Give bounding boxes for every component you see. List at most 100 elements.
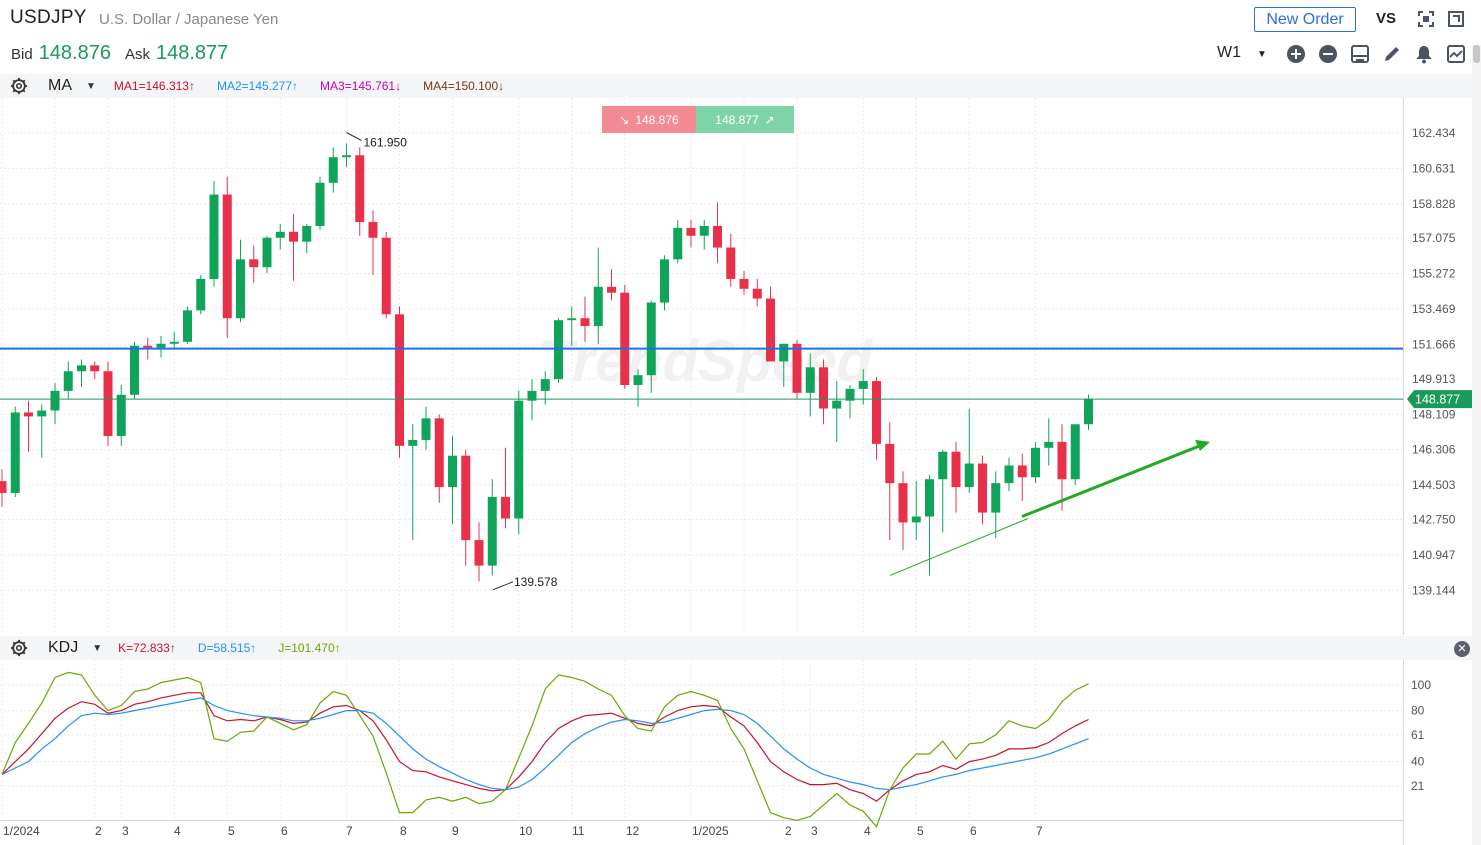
candle <box>355 147 365 236</box>
candle-body <box>183 310 192 342</box>
candle <box>699 220 709 250</box>
sell-price-badge[interactable]: ↘ 148.876 <box>602 106 696 133</box>
ma-indicator-name[interactable]: MA <box>48 77 72 94</box>
new-order-button[interactable]: New Order <box>1254 7 1356 32</box>
candle-body <box>130 345 139 395</box>
scrollbar[interactable] <box>1472 45 1481 845</box>
kdj-chart[interactable]: 100 80 61 40 21 1/2024 2 3 4 5 6 7 8 9 10 11 12 1/2025 2 3 4… <box>0 660 1472 845</box>
time-axis-tick: 2 <box>785 824 792 838</box>
time-axis-tick: 12 <box>626 824 640 838</box>
zoom-out-icon[interactable] <box>1318 44 1338 64</box>
candle-body <box>858 381 868 389</box>
pair-description: U.S. Dollar / Japanese Yen <box>99 11 279 28</box>
candle-body <box>63 371 73 391</box>
candle-body <box>0 481 7 493</box>
candles <box>0 143 1093 582</box>
candle-body <box>805 367 815 393</box>
candle <box>103 361 113 446</box>
candle-body <box>699 225 709 236</box>
candle <box>607 269 616 301</box>
ask-label: Ask <box>124 46 150 63</box>
candle <box>236 239 245 323</box>
expand-icon[interactable] <box>1446 9 1466 29</box>
kdj-axis-tick: 61 <box>1411 728 1425 742</box>
candle <box>832 381 842 442</box>
candle-body <box>209 194 219 279</box>
time-axis-tick: 1/2024 <box>3 824 40 838</box>
candle-body <box>673 227 683 260</box>
candle-body <box>1017 465 1027 478</box>
vs-button[interactable]: VS <box>1376 10 1397 27</box>
bid-label: Bid <box>11 46 33 63</box>
candle-body <box>236 259 245 319</box>
scrollbar-thumb[interactable] <box>1473 45 1480 63</box>
candle <box>77 359 86 387</box>
candle <box>713 202 722 264</box>
candle-body <box>1004 465 1014 484</box>
layout-icon[interactable] <box>1350 44 1370 64</box>
gear-icon[interactable] <box>10 639 28 657</box>
trend-arrow-head <box>1195 439 1210 451</box>
candle-body <box>408 439 418 446</box>
time-axis-tick: 4 <box>174 824 181 838</box>
candle <box>1004 457 1014 492</box>
fullscreen-icon[interactable] <box>1416 9 1436 29</box>
kdj-axis-tick: 21 <box>1411 779 1425 793</box>
price-axis-tick: 148.109 <box>1412 407 1456 421</box>
candle-body <box>978 463 987 513</box>
candle-body <box>24 412 33 417</box>
candle-body <box>593 286 603 327</box>
candle <box>63 361 73 399</box>
candle <box>408 424 418 541</box>
chevron-down-icon[interactable]: ▼ <box>86 80 96 92</box>
close-icon[interactable]: ✕ <box>1454 641 1470 657</box>
candle <box>116 384 126 446</box>
zoom-in-icon[interactable] <box>1286 44 1306 64</box>
time-axis-tick: 7 <box>346 824 353 838</box>
price-chart[interactable]: TrendSpeed 148.877 162.434 160.631 158.828 15… <box>0 98 1472 635</box>
candle-body <box>355 155 365 223</box>
j-value: J=101.470↑ <box>278 641 341 655</box>
chevron-down-icon[interactable]: ▼ <box>92 642 103 654</box>
chart-settings-icon[interactable] <box>1446 44 1466 64</box>
candle-body <box>951 451 961 488</box>
candle <box>50 383 60 425</box>
candle <box>395 306 404 458</box>
candle <box>527 379 537 421</box>
candle-body <box>792 343 802 393</box>
low-annotation-line <box>492 581 514 591</box>
gear-icon[interactable] <box>10 77 28 95</box>
price-axis-tick: 149.913 <box>1412 372 1456 386</box>
buy-price-badge[interactable]: 148.877 ↗ <box>696 106 794 133</box>
candle <box>501 447 510 529</box>
ma3-value: MA3=145.761↓ <box>320 79 402 93</box>
candle-body <box>421 418 431 440</box>
candle-body <box>514 400 524 519</box>
candle <box>381 231 391 319</box>
price-axis-tick: 162.434 <box>1412 126 1456 140</box>
candle <box>183 306 192 344</box>
candle <box>24 400 33 452</box>
candle-body <box>779 343 789 362</box>
candle-body <box>103 371 113 437</box>
candle-body <box>898 483 908 523</box>
time-axis-tick: 2 <box>95 824 102 838</box>
candle-body <box>739 278 749 289</box>
pencil-icon[interactable] <box>1382 44 1402 64</box>
candle-body <box>50 390 60 411</box>
candle-body <box>381 237 391 315</box>
candle <box>1017 453 1027 501</box>
candle <box>209 180 219 287</box>
candle <box>487 479 497 576</box>
candle <box>275 223 285 250</box>
bell-icon[interactable] <box>1414 44 1434 64</box>
time-axis-tick: 1/2025 <box>692 824 729 838</box>
timeframe-select[interactable]: W1 ▼ <box>1217 44 1267 61</box>
candle <box>1031 441 1040 484</box>
candle <box>514 390 524 535</box>
kdj-indicator-name[interactable]: KDJ <box>48 639 79 656</box>
ma4-value: MA4=150.100↓ <box>423 79 505 93</box>
candle-body <box>196 278 206 311</box>
candle <box>1070 424 1080 486</box>
price-axis-tick: 157.075 <box>1412 231 1456 245</box>
